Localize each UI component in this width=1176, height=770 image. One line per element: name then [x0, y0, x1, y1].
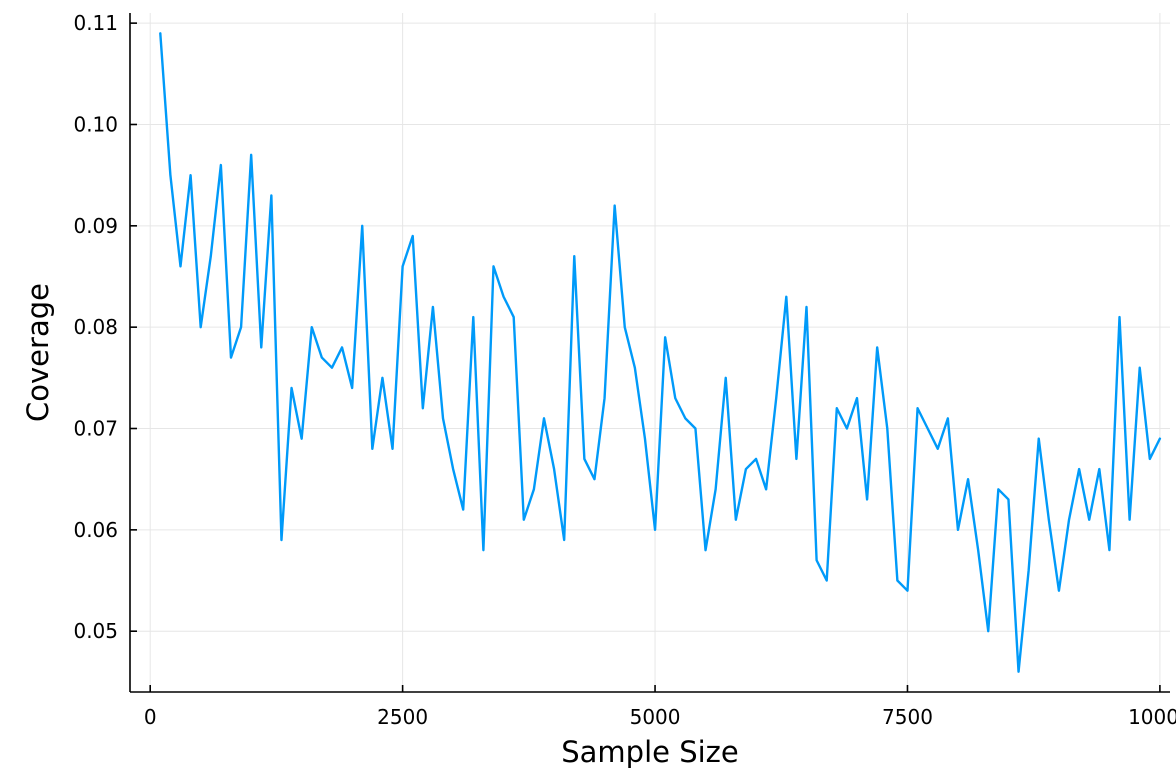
x-axis-title: Sample Size: [561, 735, 738, 769]
y-tick-label: 0.08: [73, 315, 118, 339]
y-tick-label: 0.11: [73, 11, 118, 35]
x-tick-label: 2500: [377, 705, 428, 729]
axes: [129, 13, 1170, 693]
y-axis-title: Coverage: [21, 283, 55, 422]
x-tick-label: 7500: [882, 705, 933, 729]
y-tick-label: 0.06: [73, 518, 118, 542]
x-tick-label: 0: [144, 705, 157, 729]
y-tick-label: 0.10: [73, 112, 118, 136]
grid: [130, 13, 1170, 692]
y-ticks: 0.05 0.06 0.07 0.08 0.09 0.10 0.11: [73, 11, 137, 643]
series-layer: [159, 32, 1162, 673]
coverage-series-line: [159, 32, 1162, 673]
y-tick-label: 0.09: [73, 214, 118, 238]
y-tick-label: 0.07: [73, 417, 118, 441]
x-tick-label: 5000: [630, 705, 681, 729]
y-tick-label: 0.05: [73, 619, 118, 643]
